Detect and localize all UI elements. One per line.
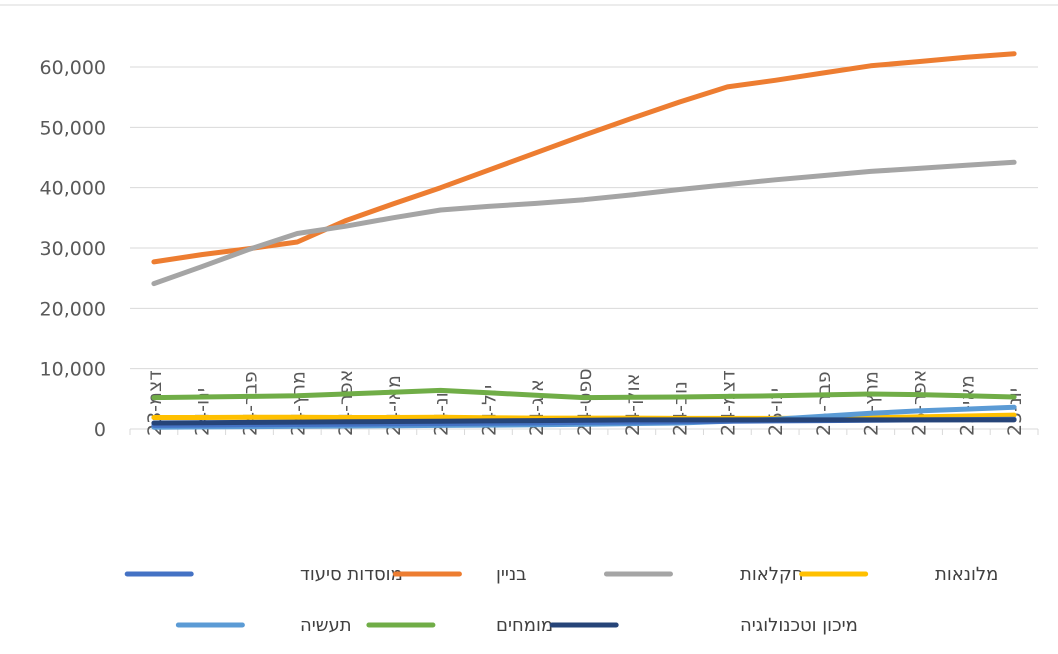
series-lines [151, 51, 1017, 430]
legend-label: תעשיה [300, 615, 352, 636]
y-tick-label: 0 [94, 419, 106, 441]
legend-label: מוסדות סיעוד [300, 564, 403, 585]
y-tick-label: 20,000 [40, 298, 106, 320]
x-tick-label: מרץ-25 [861, 371, 883, 436]
series-line [151, 51, 1017, 265]
legend: מוסדות סיעוד בניין חקלאות מלונאות תעשיה מומחי… [124, 564, 998, 636]
x-tick-label: ינו-25 [765, 388, 787, 436]
series-line [151, 387, 1017, 401]
legend-label: מיכון וטכנולוגיה [740, 615, 858, 636]
legend-label: מומחים [496, 615, 553, 636]
y-axis-ticks: 0 10,000 20,000 30,000 40,000 50,000 60,000 [40, 57, 106, 441]
x-tick-label: פבר-25 [813, 371, 835, 436]
x-tick-label: מאי-25 [956, 375, 978, 436]
y-tick-label: 10,000 [40, 359, 106, 381]
y-tick-label: 40,000 [40, 178, 106, 200]
legend-label: חקלאות [740, 564, 804, 585]
x-tick-label: פבר-24 [239, 371, 261, 436]
x-tick-label: אוק-24 [622, 374, 644, 436]
legend-label: בניין [496, 564, 527, 585]
x-tick-label: דצמ-24 [717, 370, 739, 436]
x-tick-label: אוג-24 [526, 379, 548, 436]
gridlines [130, 66, 1038, 370]
x-tick-label: יונ-25 [1004, 388, 1026, 436]
series-line [151, 159, 1017, 287]
x-tick-label: יונ-24 [431, 388, 453, 436]
series-line [151, 417, 1017, 426]
y-tick-label: 30,000 [40, 238, 106, 260]
x-axis [129, 428, 1039, 435]
x-tick-label: אפר-25 [909, 370, 931, 436]
y-tick-label: 60,000 [40, 57, 106, 79]
legend-label: מלונאות [935, 564, 998, 585]
x-tick-label: נוב-24 [670, 381, 692, 436]
y-tick-label: 50,000 [40, 117, 106, 139]
